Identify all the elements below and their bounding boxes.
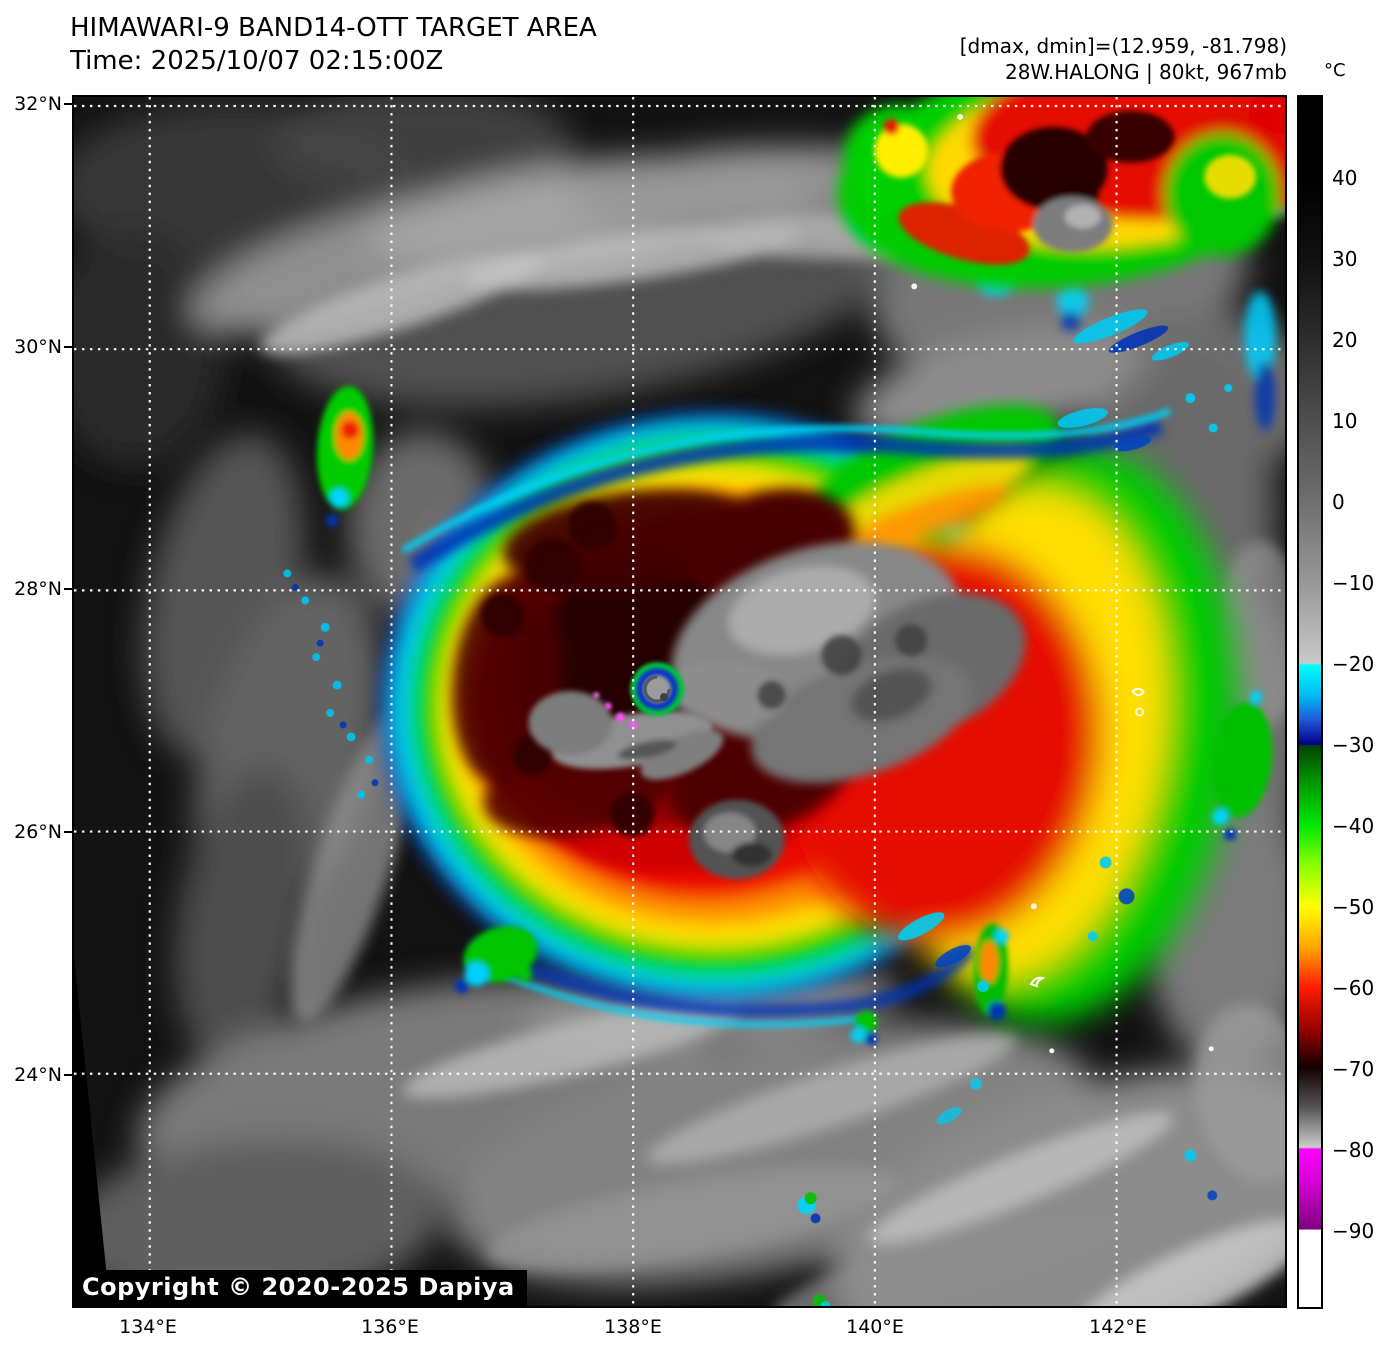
colorbar-tick-label: −50 (1332, 895, 1375, 919)
colorbar-tick-label: −10 (1332, 571, 1375, 595)
lon-label-136e: 136°E (361, 1316, 419, 1338)
dmax-dmin-readout: [dmax, dmin]=(12.959, -81.798) (959, 34, 1287, 58)
lat-tick-28n (64, 588, 72, 590)
bright-dots (911, 113, 1214, 1054)
colorbar-tick-label: −80 (1332, 1138, 1375, 1162)
lat-tick-30n (64, 346, 72, 348)
page-title: HIMAWARI-9 BAND14-OTT TARGET AREA Time: … (70, 12, 597, 78)
lat-tick-24n (64, 1074, 72, 1076)
colorbar-tick-label: −70 (1332, 1057, 1375, 1081)
storm-annotation: [dmax, dmin]=(12.959, -81.798) 28W.HALON… (960, 33, 1287, 85)
colorbar-tick-label: −90 (1332, 1219, 1375, 1243)
scan-edge-wedge (74, 956, 110, 1306)
island-outlines (1029, 687, 1145, 988)
satellite-image (74, 97, 1285, 1306)
colorbar-tick-label: −20 (1332, 652, 1375, 676)
colorbar-tick-label: −30 (1332, 733, 1375, 757)
product-time: Time: 2025/10/07 02:15:00Z (70, 46, 444, 76)
colorbar-unit-label: °C (1324, 60, 1346, 81)
lat-tick-26n (64, 831, 72, 833)
typhoon-halong (380, 404, 1237, 1028)
colorbar-tick-label: 20 (1332, 328, 1358, 352)
colorbar-tick-label: 30 (1332, 247, 1358, 271)
storm-eye (630, 662, 684, 716)
colorbar-tick-label: −40 (1332, 814, 1375, 838)
product-title: HIMAWARI-9 BAND14-OTT TARGET AREA (70, 13, 597, 43)
northeast-cluster (837, 97, 1285, 431)
overshooting-tops (593, 692, 638, 729)
lat-label-24n: 24°N (14, 1064, 62, 1086)
copyright-banner: Copyright © 2020-2025 Dapiya (74, 1270, 527, 1306)
lon-label-138e: 138°E (604, 1316, 662, 1338)
lat-label-30n: 30°N (14, 336, 62, 358)
colorbar-tick-label: −60 (1332, 976, 1375, 1000)
temperature-colorbar (1297, 95, 1323, 1309)
scattered-cells (283, 309, 1273, 1306)
lon-label-142e: 142°E (1089, 1316, 1147, 1338)
lat-label-26n: 26°N (14, 821, 62, 843)
lon-label-134e: 134°E (119, 1316, 177, 1338)
colorbar-tick-label: 40 (1332, 166, 1358, 190)
colorbar-tick-label: 0 (1332, 490, 1345, 514)
lon-label-140e: 140°E (846, 1316, 904, 1338)
lat-label-28n: 28°N (14, 578, 62, 600)
storm-id-intensity: 28W.HALONG | 80kt, 967mb (1004, 60, 1287, 84)
colorbar-tick-label: 10 (1332, 409, 1358, 433)
lat-tick-32n (64, 103, 72, 105)
satellite-map: Copyright © 2020-2025 Dapiya (72, 95, 1287, 1308)
lat-label-32n: 32°N (14, 93, 62, 115)
